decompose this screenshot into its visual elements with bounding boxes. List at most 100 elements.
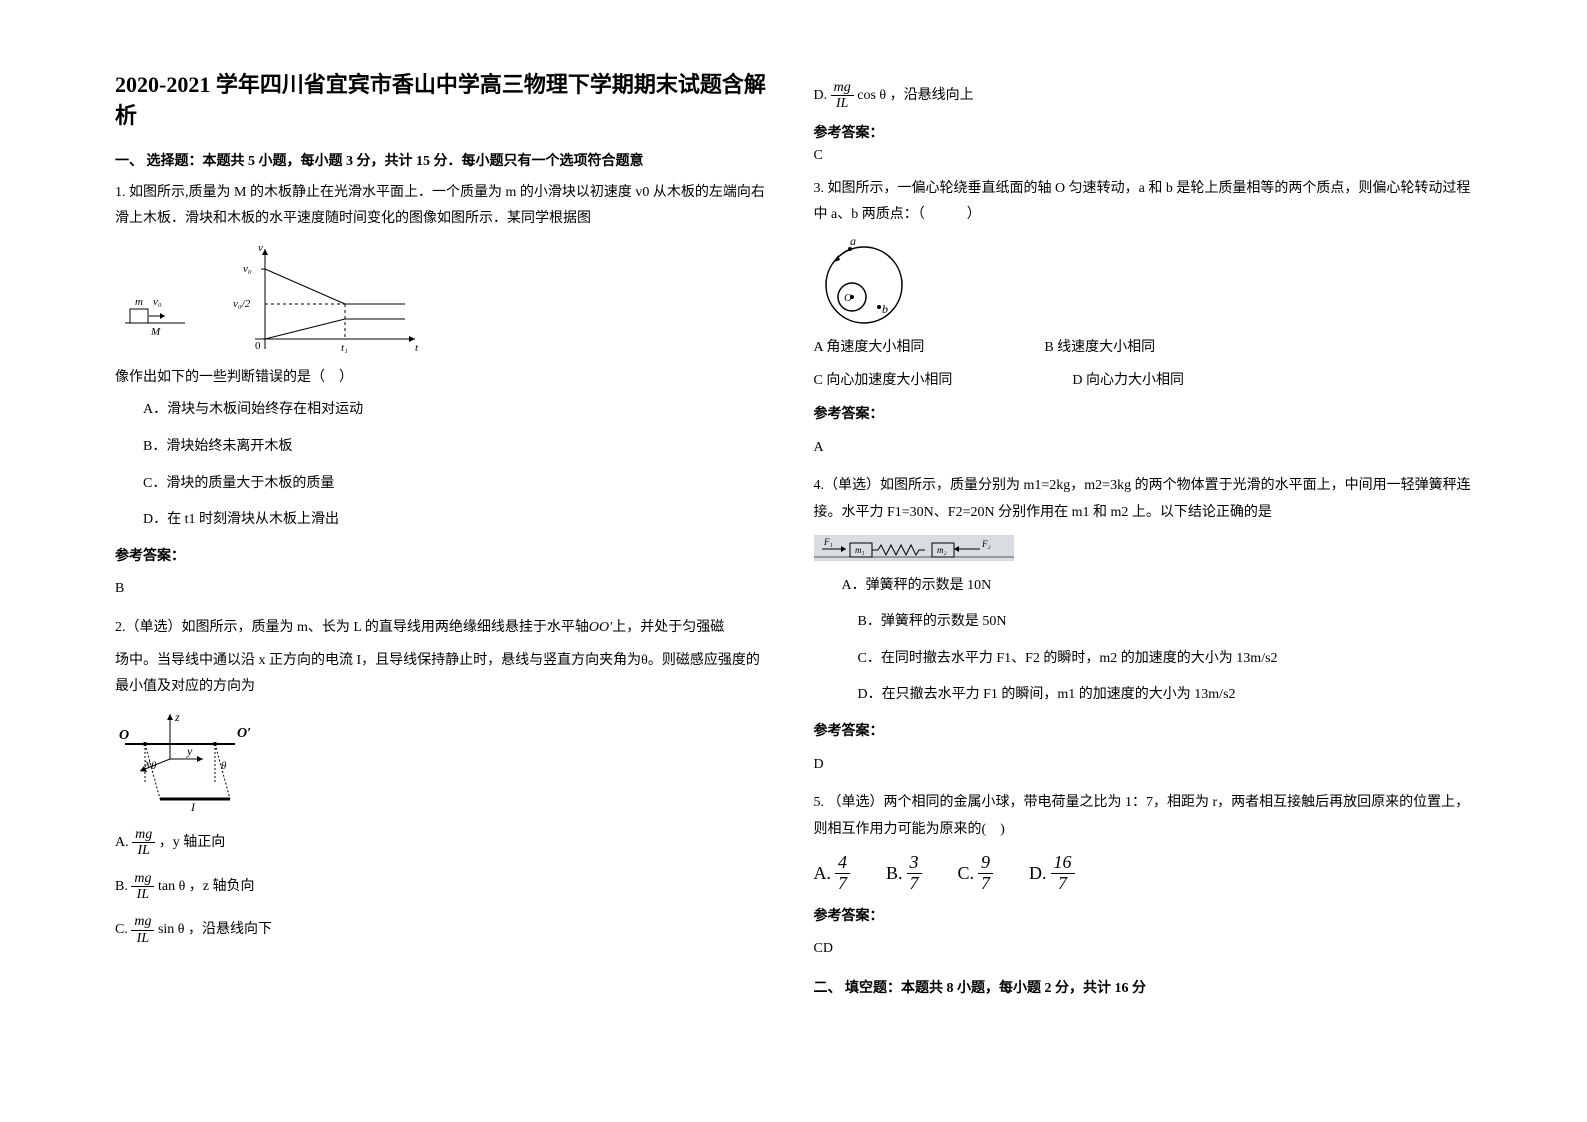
fig3-O: O	[844, 292, 852, 304]
fig2-O: O	[119, 728, 129, 743]
q2-B-tail: ，z 轴负向	[189, 879, 255, 894]
q4-ans-label: 参考答案：	[814, 719, 1473, 746]
question-5: 5. （单选）两个相同的金属小球，带电荷量之比为 1：7，相距为 r，两者相互接…	[814, 790, 1473, 963]
q5-ans: CD	[814, 936, 1473, 963]
q4-B: B．弹簧秤的示数是 50N	[842, 609, 1473, 636]
q1-options: A．滑块与木板间始终存在相对运动 B．滑块始终未离开木板 C．滑块的质量大于木板…	[115, 397, 774, 533]
fig3-a: a	[850, 237, 856, 248]
q2-B: B. mgIL tan θ ，z 轴负向	[115, 871, 774, 903]
q2-stem-a: 2.（单选）如图所示，质量为 m、长为 L 的直导线用两绝缘细线悬挂于水平轴	[115, 620, 589, 635]
fig2-y: y	[186, 744, 193, 758]
q2-C: C. mgIL sin θ ，沿悬线向下	[115, 914, 774, 946]
q3-row1: A 角速度大小相同 B 线速度大小相同	[814, 335, 1473, 362]
fig2-Op: O′	[237, 726, 251, 741]
question-2: 2.（单选）如图所示，质量为 m、长为 L 的直导线用两绝缘细线悬挂于水平轴OO…	[115, 615, 774, 946]
fig4-m2: m₂	[937, 545, 947, 555]
q3-D: D 向心力大小相同	[1072, 368, 1184, 395]
q5-A-label: A.	[814, 856, 832, 890]
q5-stem: 5. （单选）两个相同的金属小球，带电荷量之比为 1：7，相距为 r，两者相互接…	[814, 790, 1473, 843]
fig2-z: z	[174, 710, 180, 724]
q2-C-tail: ，沿悬线向下	[188, 922, 272, 937]
q2-D-label: D.	[814, 88, 828, 103]
question-1: 1. 如图所示,质量为 M 的木板静止在光滑水平面上．一个质量为 m 的小滑块以…	[115, 180, 774, 603]
q3-A: A 角速度大小相同	[814, 335, 925, 362]
fig4-F2: F₂	[981, 539, 991, 549]
q2-ans: C	[814, 148, 1473, 164]
q2-D-tail: ，沿悬线向上	[890, 88, 974, 103]
q4-D: D．在只撤去水平力 F1 的瞬间，m1 的加速度的大小为 13m/s2	[842, 682, 1473, 709]
q2-stem2: 场中。当导线中通以沿 x 正方向的电流 I，且导线保持静止时，悬线与竖直方向夹角…	[115, 648, 774, 701]
q4-A: A．弹簧秤的示数是 10N	[842, 573, 1473, 600]
q5-ans-label: 参考答案：	[814, 904, 1473, 931]
q4-C: C．在同时撤去水平力 F1、F2 的瞬时，m2 的加速度的大小为 13m/s2	[842, 646, 1473, 673]
q4-figure: F₁ m₁ m₂ F₂	[814, 535, 1473, 565]
section2-head: 二、 填空题：本题共 8 小题，每小题 2 分，共计 16 分	[814, 977, 1473, 997]
page-title: 2020-2021 学年四川省宜宾市香山中学高三物理下学期期末试题含解析	[115, 70, 774, 132]
fig1-v02: v₀/2	[233, 298, 251, 310]
q1-D: D．在 t1 时刻滑块从木板上滑出	[143, 507, 774, 534]
q2-D-trig: cos θ	[857, 88, 886, 103]
fig4-F1: F₁	[823, 537, 833, 547]
fig1-m: m	[135, 296, 143, 308]
q5-D: D. 167	[1029, 853, 1075, 894]
q3-ans-label: 参考答案：	[814, 402, 1473, 429]
q2-D-frac: mgIL	[831, 80, 854, 112]
fig1-t: t	[415, 342, 419, 354]
q2-D: D. mgIL cos θ ，沿悬线向上	[814, 80, 1473, 112]
question-4: 4.（单选）如图所示，质量分别为 m1=2kg，m2=3kg 的两个物体置于光滑…	[814, 473, 1473, 778]
q3-C: C 向心加速度大小相同	[814, 368, 953, 395]
q2-stem-b: 上，并处于匀强磁	[612, 620, 724, 635]
fig2-th1: θ	[151, 760, 157, 772]
q1-ans-label: 参考答案：	[115, 544, 774, 571]
q5-C-label: C.	[958, 856, 975, 890]
q5-B: B. 37	[886, 853, 922, 894]
q4-stem: 4.（单选）如图所示，质量分别为 m1=2kg，m2=3kg 的两个物体置于光滑…	[814, 473, 1473, 526]
left-column: 2020-2021 学年四川省宜宾市香山中学高三物理下学期期末试题含解析 一、 …	[95, 70, 794, 1082]
q1-B: B．滑块始终未离开木板	[143, 434, 774, 461]
q1-C: C．滑块的质量大于木板的质量	[143, 471, 774, 498]
q1-stem: 1. 如图所示,质量为 M 的木板静止在光滑水平面上．一个质量为 m 的小滑块以…	[115, 180, 774, 233]
q2-C-label: C.	[115, 922, 128, 937]
q5-options: A. 47 B. 37 C. 97 D. 167	[814, 853, 1473, 894]
q3-figure: a b O	[814, 237, 1473, 327]
q2-stem: 2.（单选）如图所示，质量为 m、长为 L 的直导线用两绝缘细线悬挂于水平轴OO…	[115, 615, 774, 642]
fig1-t1: t₁	[341, 342, 348, 354]
fig1-v0s: v₀	[153, 296, 162, 308]
fig1-v: v	[258, 242, 263, 254]
q2-B-trig: tan θ	[158, 879, 185, 894]
fig4-m1: m₁	[855, 545, 865, 555]
q2-A: A. mgIL ，y 轴正向	[115, 827, 774, 859]
q2-A-frac: mgIL	[132, 827, 155, 859]
q3-stem: 3. 如图所示，一偏心轮绕垂直纸面的轴 O 匀速转动，a 和 b 是轮上质量相等…	[814, 176, 1473, 229]
right-column: D. mgIL cos θ ，沿悬线向上 参考答案： C 3. 如图所示，一偏心…	[794, 70, 1493, 1082]
fig2-x: x	[144, 756, 151, 770]
q3-row2: C 向心加速度大小相同 D 向心力大小相同	[814, 368, 1473, 395]
q5-D-label: D.	[1029, 856, 1047, 890]
q3-B: B 线速度大小相同	[1044, 335, 1155, 362]
q1-ans: B	[115, 576, 774, 603]
section1-head: 一、 选择题：本题共 5 小题，每小题 3 分，共计 15 分．每小题只有一个选…	[115, 150, 774, 170]
fig1-O: 0	[255, 340, 261, 352]
q5-B-label: B.	[886, 856, 903, 890]
fig2-th2: θ	[221, 760, 227, 772]
q2-OO: OO′	[589, 620, 612, 635]
q2-A-tail: ，y 轴正向	[159, 835, 226, 850]
fig1-v0: v₀	[243, 263, 252, 275]
q3-ans: A	[814, 435, 1473, 462]
q2-B-label: B.	[115, 879, 128, 894]
q4-ans: D	[814, 752, 1473, 779]
fig2-I: I	[190, 800, 196, 814]
q4-options: A．弹簧秤的示数是 10N B．弹簧秤的示数是 50N C．在同时撤去水平力 F…	[814, 573, 1473, 709]
q2-C-frac: mgIL	[131, 914, 154, 946]
q1-A: A．滑块与木板间始终存在相对运动	[143, 397, 774, 424]
q2-A-label: A.	[115, 835, 129, 850]
question-3: 3. 如图所示，一偏心轮绕垂直纸面的轴 O 匀速转动，a 和 b 是轮上质量相等…	[814, 176, 1473, 462]
q2-figure: O O′ z x y θ	[115, 709, 774, 819]
q1-figure: m v₀ M v t 0 v₀ v₀/2	[115, 239, 774, 359]
q2-ans-label: 参考答案：	[814, 122, 1473, 142]
fig3-b: b	[882, 302, 888, 316]
q5-C: C. 97	[958, 853, 994, 894]
q2-B-frac: mgIL	[131, 871, 154, 903]
q1-stem2: 像作出如下的一些判断错误的是（ ）	[115, 365, 774, 392]
q2-C-trig: sin θ	[158, 922, 185, 937]
